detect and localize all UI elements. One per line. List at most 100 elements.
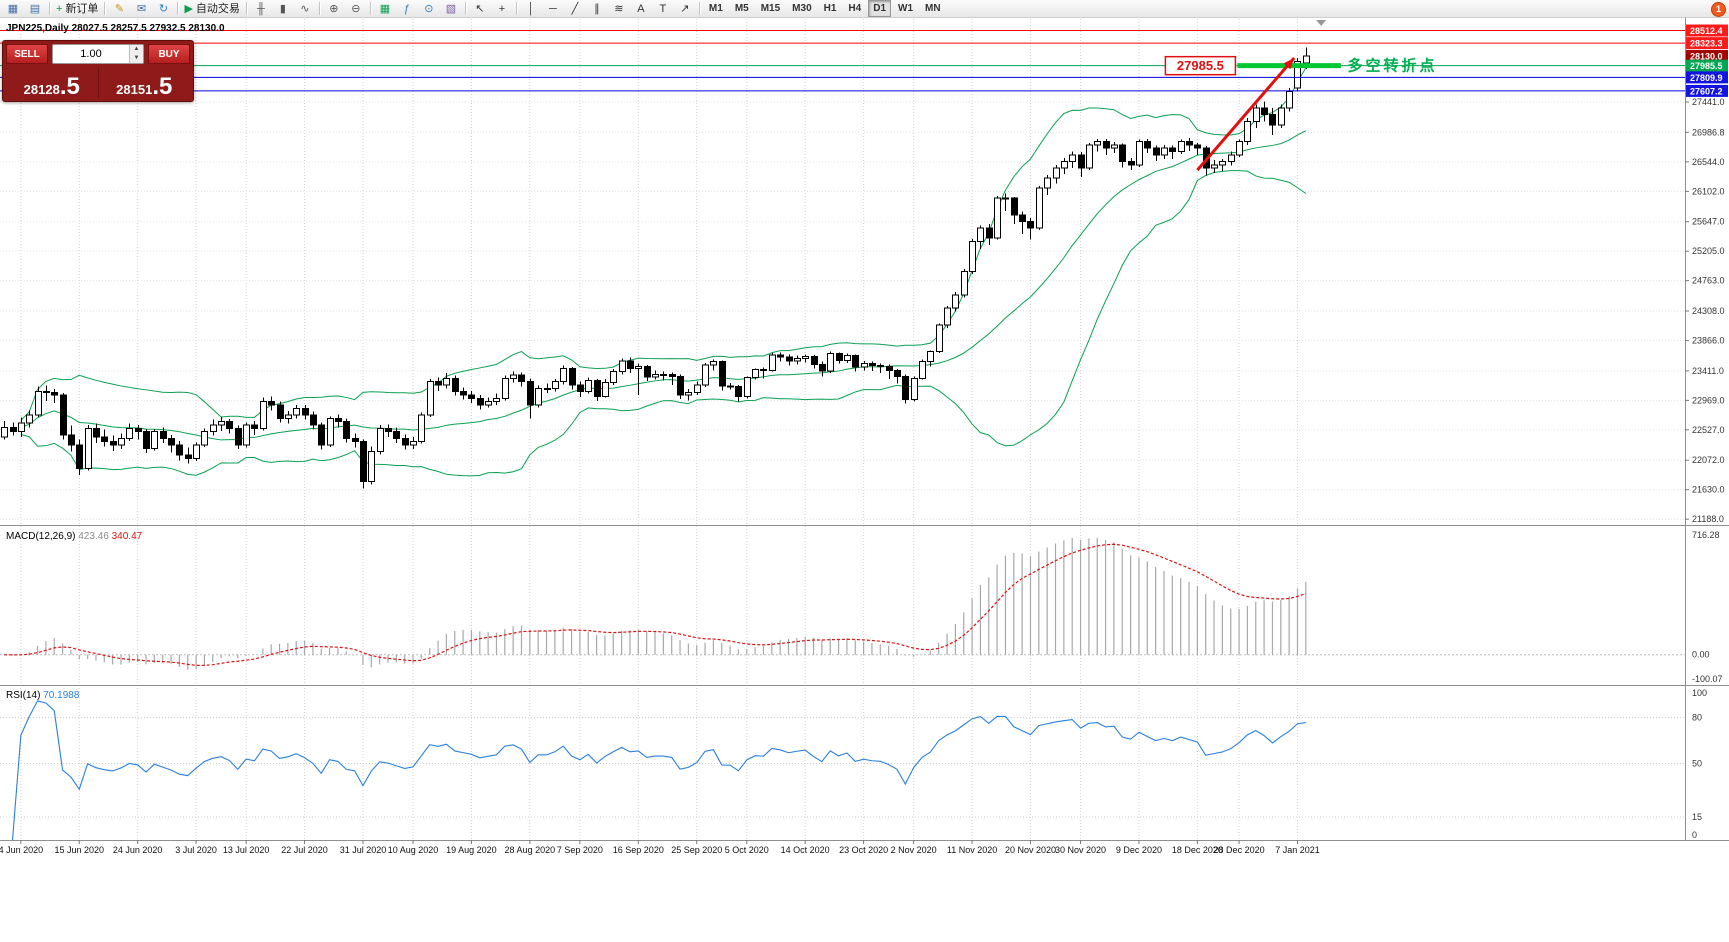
periods-icon[interactable]: ⊙	[418, 0, 440, 18]
new-chart-icon[interactable]: ▦	[2, 0, 24, 18]
svg-text:27607.2: 27607.2	[1690, 86, 1723, 96]
timeframe-m1-button[interactable]: M1	[708, 3, 723, 14]
one-click-trading-panel: SELL ▲ ▼ BUY 28128.5 28151.5	[2, 40, 194, 102]
fibonacci-icon[interactable]: ≋	[608, 0, 630, 18]
rsi-label: RSI(14) 70.1988	[6, 690, 80, 701]
timeframe-w1-button[interactable]: W1	[898, 3, 914, 14]
sell-button[interactable]: SELL	[6, 44, 48, 64]
buy-button[interactable]: BUY	[148, 44, 190, 64]
rsi-scale[interactable]: 100 80 50 15 0	[1692, 688, 1707, 840]
metaeditor-icon[interactable]: ✎	[108, 0, 130, 18]
macd-pane	[0, 537, 1685, 670]
date-label: 25 Sep 2020	[671, 845, 722, 855]
toolbar-separator	[515, 2, 517, 15]
label-icon: T	[659, 2, 667, 15]
svg-text:0.00: 0.00	[1692, 650, 1710, 660]
timeframe-mn-button[interactable]: MN	[925, 3, 941, 14]
timeframe-m5-button[interactable]: M5	[734, 3, 749, 14]
price-fraction: .5	[152, 73, 173, 100]
sell-price[interactable]: 28128.5	[6, 67, 99, 99]
trendline-icon: ╱	[571, 2, 579, 15]
svg-text:23866.0: 23866.0	[1692, 336, 1725, 346]
volume-decrease-button[interactable]: ▼	[130, 54, 143, 63]
svg-text:50: 50	[1692, 759, 1702, 769]
chart-objects[interactable]: 27985.5 多空转折点	[0, 20, 1685, 172]
candles	[0, 47, 1311, 489]
buy-price[interactable]: 28151.5	[99, 67, 191, 100]
metaeditor-icon: ✎	[114, 2, 125, 15]
zoom-out-icon: ⊖	[351, 2, 361, 15]
timeframe-m30-button[interactable]: M30	[792, 3, 812, 14]
tile-windows-icon[interactable]: ▦	[374, 0, 396, 18]
price-scale-box	[1686, 50, 1728, 63]
new-chart-icon: ▦	[7, 2, 19, 15]
autotrading-icon: ▶	[184, 2, 193, 15]
price-scale[interactable]: 27441.0 26986.8 26544.0 26102.0 25647.0 25205…	[1685, 24, 1728, 525]
trend-arrow-head	[1283, 58, 1295, 70]
timeframe-h4-button[interactable]: H4	[848, 3, 862, 14]
new-order-button[interactable]: + 新订单	[53, 0, 101, 18]
timeframe-m15-button[interactable]: M15	[760, 3, 781, 14]
toolbar-separator	[177, 2, 179, 15]
horizontal-line-icon[interactable]: ─	[542, 0, 564, 18]
timeframe-d1-button[interactable]: D1	[868, 0, 892, 17]
bar-chart-icon[interactable]: ╫	[250, 0, 272, 18]
rsi-pane	[0, 700, 1685, 841]
timeframe-h1-button[interactable]: H1	[823, 3, 837, 14]
svg-text:21630.0: 21630.0	[1692, 485, 1725, 495]
autotrading-button[interactable]: ▶ 自动交易	[181, 0, 242, 18]
channel-icon[interactable]: ∥	[586, 0, 608, 18]
text-icon[interactable]: A	[630, 0, 652, 18]
volume-increase-button[interactable]: ▲	[130, 45, 143, 54]
vertical-line-icon[interactable]: │	[520, 0, 542, 18]
vertical-line-icon: │	[527, 2, 535, 15]
mailbox-icon[interactable]: ✉	[130, 0, 152, 18]
cursor-icon[interactable]: ↖	[469, 0, 491, 18]
date-label: 15 Jun 2020	[54, 845, 104, 855]
bar-chart-icon: ╫	[257, 2, 265, 15]
date-label: 20 Nov 2020	[1005, 845, 1056, 855]
candlestick-chart-icon[interactable]: ▮	[272, 0, 294, 18]
date-label: 7 Jan 2021	[1275, 845, 1320, 855]
zoom-in-icon[interactable]: ⊕	[323, 0, 345, 18]
price-scale-box	[1686, 84, 1728, 97]
annotation-text[interactable]: 多空转折点	[1348, 57, 1438, 75]
crosshair-icon[interactable]: +	[491, 0, 513, 18]
date-label: 22 Jul 2020	[281, 845, 328, 855]
toolbar: ▦ ▤ + 新订单 ✎ ✉ ↻ ▶ 自动交易 ╫ ▮ ∿ ⊕ ⊖ ▦ ƒ ⊙ ▧ ↖ + │ ─ ╱ ∥ ≋ A T ↗ M1 M5 M15…	[0, 0, 1729, 18]
fibonacci-icon: ≋	[614, 2, 624, 15]
toolbar-separator	[49, 2, 50, 15]
date-label: 14 Oct 2020	[781, 845, 830, 855]
price-callout-box[interactable]	[1164, 55, 1237, 76]
periods-icon: ⊙	[424, 2, 434, 15]
date-label: 16 Sep 2020	[613, 845, 664, 855]
channel-icon: ∥	[594, 2, 600, 15]
arrows-icon[interactable]: ↗	[674, 0, 696, 18]
volume-input[interactable]	[53, 45, 129, 63]
arrows-icon: ↗	[680, 2, 690, 15]
date-label: 7 Sep 2020	[557, 845, 603, 855]
new-order-label: 新订单	[65, 2, 99, 15]
macd-scale[interactable]: 716.28 0.00 -100.07	[1692, 530, 1723, 684]
refresh-icon[interactable]: ↻	[152, 0, 174, 18]
notification-badge-icon[interactable]: 1	[1711, 2, 1726, 17]
line-chart-icon[interactable]: ∿	[294, 0, 316, 18]
zoom-out-icon[interactable]: ⊖	[345, 0, 367, 18]
chart-shift-marker[interactable]	[1316, 20, 1327, 26]
text-icon: A	[637, 2, 645, 15]
label-icon[interactable]: T	[652, 0, 674, 18]
trend-arrow-object[interactable]	[1196, 57, 1296, 172]
trendline-icon[interactable]: ╱	[564, 0, 586, 18]
time-axis[interactable]: 4 Jun 2020 15 Jun 2020 24 Jun 2020 3 Jul 20…	[0, 840, 1320, 855]
indicators-icon[interactable]: ƒ	[396, 0, 418, 18]
svg-text:26102.0: 26102.0	[1692, 186, 1725, 196]
svg-text:28323.3: 28323.3	[1690, 39, 1723, 49]
macd-signal-line	[4, 543, 1307, 667]
templates-icon[interactable]: ▧	[440, 0, 462, 18]
profiles-icon[interactable]: ▤	[24, 0, 46, 18]
svg-text:15: 15	[1692, 812, 1702, 822]
date-label: 11 Nov 2020	[947, 845, 997, 855]
volume-stepper[interactable]: ▲ ▼	[52, 44, 144, 64]
date-label: 24 Jun 2020	[113, 845, 163, 855]
